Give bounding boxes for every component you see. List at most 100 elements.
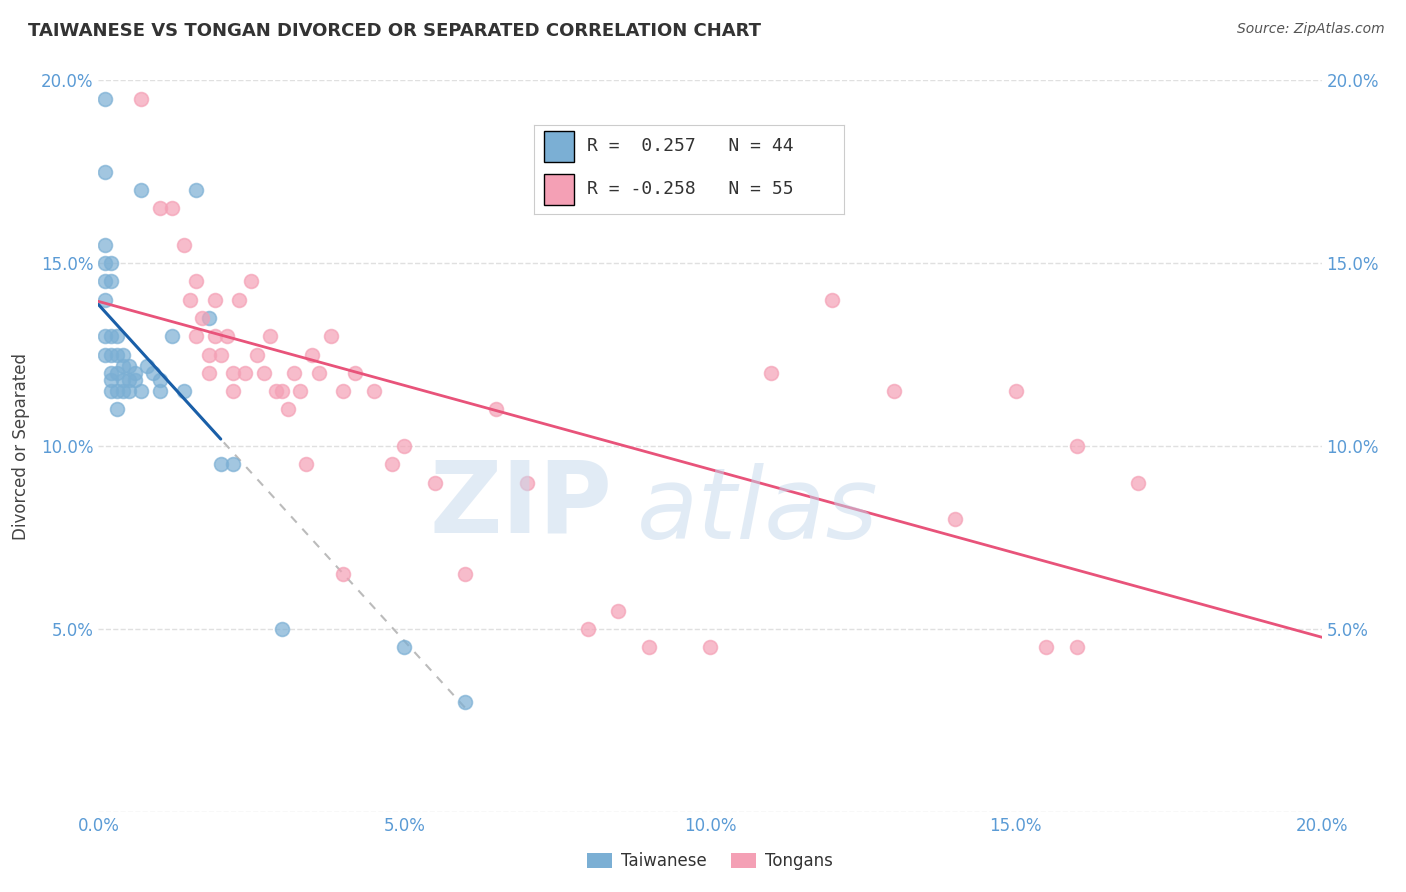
Legend: Taiwanese, Tongans: Taiwanese, Tongans <box>581 846 839 877</box>
Point <box>290 384 312 399</box>
Point <box>191 311 214 326</box>
Point <box>270 622 292 636</box>
FancyBboxPatch shape <box>544 174 575 205</box>
Point <box>423 475 446 490</box>
Point <box>1128 475 1150 490</box>
Point <box>118 359 141 373</box>
Point <box>100 256 122 270</box>
Point <box>883 384 905 399</box>
Point <box>943 512 966 526</box>
Point <box>209 458 232 472</box>
Point <box>821 293 844 307</box>
Point <box>118 373 141 387</box>
Point <box>160 202 183 216</box>
Point <box>173 384 195 399</box>
Point <box>129 183 152 197</box>
Point <box>215 329 238 343</box>
Text: Source: ZipAtlas.com: Source: ZipAtlas.com <box>1237 22 1385 37</box>
Point <box>332 567 354 582</box>
Point <box>186 183 208 197</box>
Text: ZIP: ZIP <box>429 456 612 553</box>
Point <box>129 92 152 106</box>
Point <box>454 567 477 582</box>
Point <box>173 238 195 252</box>
Point <box>222 366 245 380</box>
Point <box>100 329 122 343</box>
Point <box>124 366 146 380</box>
Point <box>149 384 172 399</box>
Point <box>516 475 538 490</box>
Point <box>246 348 269 362</box>
Point <box>93 165 115 179</box>
Point <box>233 366 256 380</box>
Point <box>454 695 477 709</box>
Point <box>1066 640 1088 655</box>
Point <box>264 384 287 399</box>
Point <box>204 293 226 307</box>
Point <box>100 384 122 399</box>
Point <box>111 384 134 399</box>
Point <box>93 275 115 289</box>
Point <box>240 275 263 289</box>
Point <box>252 366 274 380</box>
Text: atlas: atlas <box>637 463 879 560</box>
Point <box>1066 439 1088 453</box>
Point <box>186 329 208 343</box>
Point <box>1004 384 1026 399</box>
Point <box>301 348 323 362</box>
Point <box>93 329 115 343</box>
Point <box>222 384 245 399</box>
Point <box>363 384 385 399</box>
Y-axis label: Divorced or Separated: Divorced or Separated <box>11 352 30 540</box>
Point <box>111 359 134 373</box>
Point <box>100 275 122 289</box>
Point <box>149 373 172 387</box>
Point <box>259 329 281 343</box>
Point <box>111 373 134 387</box>
Point <box>93 293 115 307</box>
Point <box>270 384 292 399</box>
Point <box>129 384 152 399</box>
Point <box>197 366 219 380</box>
Point <box>392 640 416 655</box>
Point <box>197 311 219 326</box>
Point <box>149 202 172 216</box>
Point <box>344 366 367 380</box>
Point <box>111 348 134 362</box>
Point <box>93 238 115 252</box>
Point <box>277 402 299 417</box>
Point <box>197 348 219 362</box>
Point <box>105 348 128 362</box>
Point <box>160 329 183 343</box>
Point <box>699 640 721 655</box>
Point <box>1035 640 1057 655</box>
Point <box>295 458 318 472</box>
Point <box>179 293 201 307</box>
Point <box>332 384 354 399</box>
Text: R =  0.257   N = 44: R = 0.257 N = 44 <box>586 137 793 155</box>
Point <box>392 439 416 453</box>
Point <box>308 366 330 380</box>
Point <box>485 402 508 417</box>
Point <box>118 384 141 399</box>
Point <box>124 373 146 387</box>
Point <box>105 366 128 380</box>
Point <box>283 366 305 380</box>
Point <box>222 458 245 472</box>
Point <box>759 366 782 380</box>
Point <box>136 359 159 373</box>
Text: R = -0.258   N = 55: R = -0.258 N = 55 <box>586 180 793 198</box>
Point <box>228 293 250 307</box>
Point <box>100 373 122 387</box>
Point <box>93 256 115 270</box>
Point <box>607 603 630 617</box>
FancyBboxPatch shape <box>544 131 575 162</box>
Point <box>142 366 165 380</box>
Point <box>105 329 128 343</box>
Point <box>93 348 115 362</box>
Point <box>204 329 226 343</box>
Point <box>93 92 115 106</box>
Text: TAIWANESE VS TONGAN DIVORCED OR SEPARATED CORRELATION CHART: TAIWANESE VS TONGAN DIVORCED OR SEPARATE… <box>28 22 761 40</box>
Point <box>576 622 599 636</box>
Point <box>637 640 661 655</box>
